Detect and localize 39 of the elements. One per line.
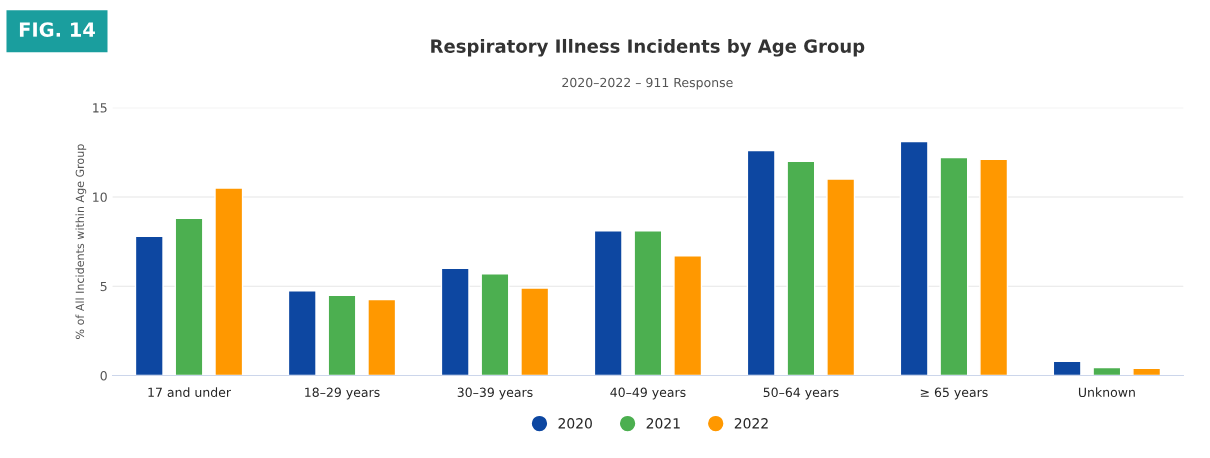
bar — [826, 178, 856, 376]
legend-label: 2020 — [558, 418, 592, 429]
bar — [134, 235, 164, 376]
legend-label: 2021 — [646, 418, 680, 429]
bar — [287, 290, 317, 376]
bar — [899, 140, 929, 376]
bar — [520, 287, 550, 376]
x-tick-label: 17 and under — [148, 387, 232, 398]
chart-title: Respiratory Illness Incidents by Age Group — [431, 38, 865, 57]
bar — [979, 158, 1009, 376]
bar — [1052, 360, 1082, 376]
x-tick-label: 18–29 years — [305, 387, 380, 400]
bar — [327, 294, 357, 376]
x-tick-label: 30–39 years — [457, 387, 533, 400]
y-tick-label: 10 — [93, 192, 107, 202]
bar — [367, 298, 397, 376]
bar — [633, 230, 663, 376]
y-axis-title: % of All Incidents within Age Group — [75, 144, 87, 339]
bar — [214, 187, 244, 376]
legend-label: 2022 — [734, 418, 768, 429]
bar — [786, 160, 816, 376]
y-tick-label: 15 — [93, 103, 107, 113]
x-tick-label: Unknown — [1078, 387, 1135, 398]
x-tick-label: 50–64 years — [763, 387, 839, 400]
y-tick-label: 5 — [100, 281, 107, 292]
bar — [1132, 367, 1162, 376]
bar — [673, 255, 703, 376]
bar — [746, 149, 776, 376]
x-tick-label: 40–49 years — [610, 387, 686, 400]
bar — [440, 267, 470, 376]
chart-subtitle: 2020–2022 – 911 Response — [562, 77, 733, 90]
bar — [939, 156, 969, 376]
y-tick-label: 0 — [100, 371, 107, 381]
bar — [174, 217, 204, 376]
bar — [480, 273, 510, 376]
caption: FIG. 14 — [19, 22, 95, 37]
bar — [1092, 366, 1122, 376]
x-tick-label: ≥ 65 years — [920, 387, 988, 400]
bar — [593, 230, 623, 376]
